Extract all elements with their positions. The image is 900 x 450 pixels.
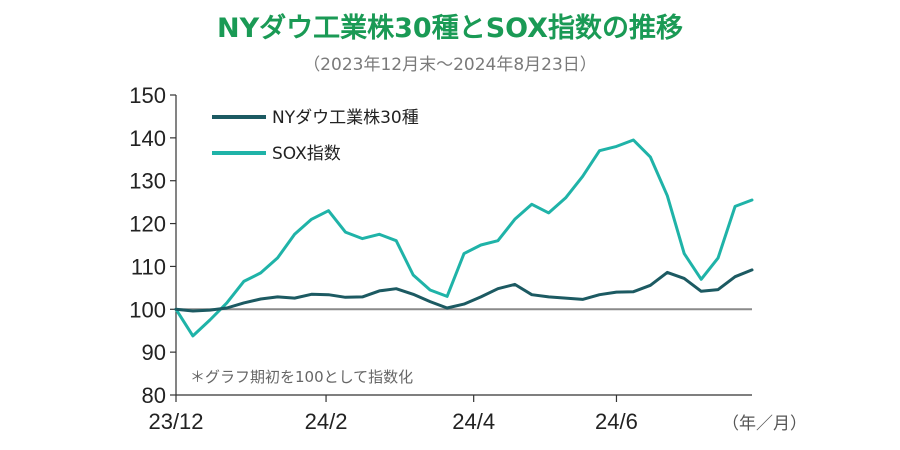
axes: 80 90 100 110 120 130 140 150 23/12 24/2 24/4 24/6 [129,83,752,434]
y-tick-label: 90 [142,340,166,365]
x-tick-label: 23/12 [148,409,203,434]
series-line-dow [174,268,754,313]
x-tick-label: 24/4 [452,409,495,434]
series-line-sox [174,138,754,338]
x-tick-label: 24/6 [595,409,638,434]
series-lines [174,138,754,338]
chart-note: ＊グラフ期初を100として指数化 [190,368,413,386]
chart-subtitle: （2023年12月末～2024年8月23日） [303,55,597,75]
y-tick-label: 140 [129,126,166,151]
x-tick-label: 24/2 [305,409,348,434]
y-tick-label: 100 [129,297,166,322]
legend-label: NYダウ工業株30種 [272,108,419,128]
y-tick-label: 120 [129,212,166,237]
x-axis-unit-label: （年／月） [722,414,807,434]
y-tick-label: 130 [129,169,166,194]
legend: NYダウ工業株30種 SOX指数 [212,108,419,164]
legend-label: SOX指数 [272,144,341,164]
chart-title: NYダウ工業株30種とSOX指数の推移 [217,13,683,44]
y-tick-label: 150 [129,83,166,108]
y-tick-label: 110 [131,254,166,279]
y-tick-label: 80 [142,383,166,408]
